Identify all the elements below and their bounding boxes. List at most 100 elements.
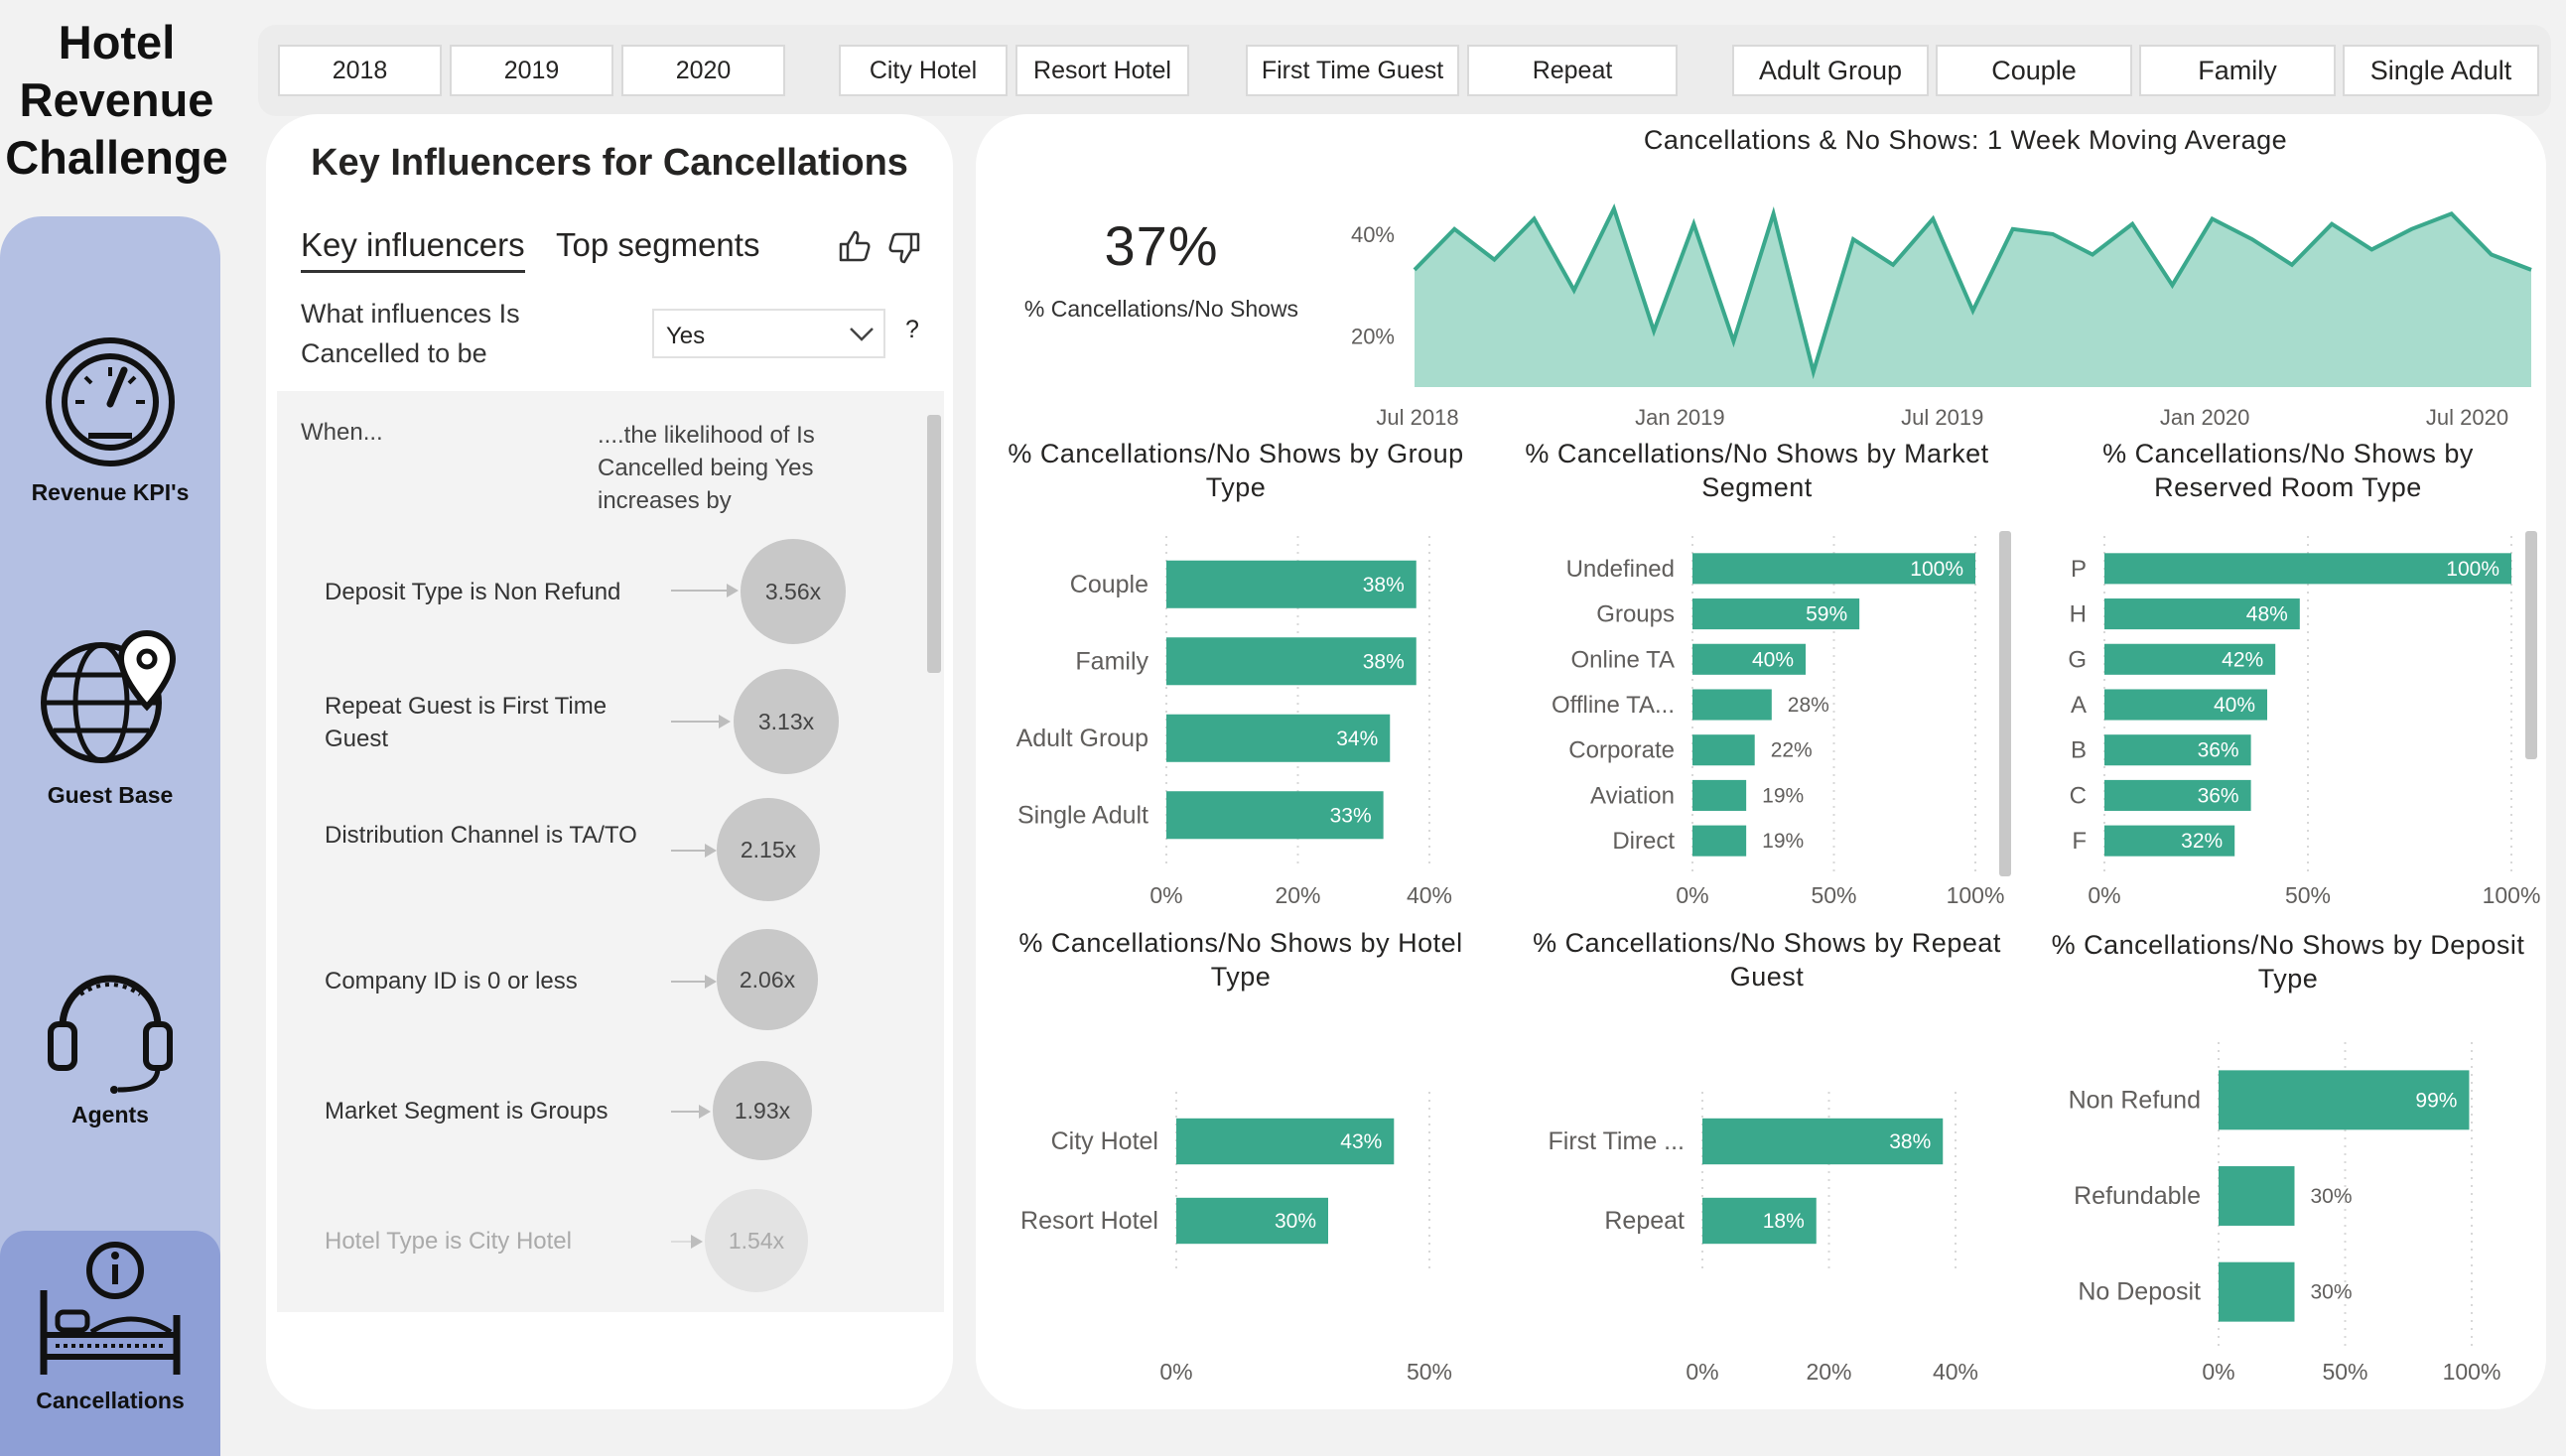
category-label: Undefined [1566,556,1675,583]
slicer-single-adult[interactable]: Single Adult [2343,45,2539,96]
headset-icon [48,975,173,1094]
data-label: 32% [2181,830,2223,853]
bar[interactable] [1692,553,1975,585]
influencer-row-text[interactable]: Company ID is 0 or less [325,968,578,994]
thumbs-up-icon[interactable] [837,228,873,264]
influencer-bubble[interactable]: 3.56x [741,539,846,644]
dropdown-selected-value: Yes [666,323,706,349]
bar[interactable] [1692,779,1747,811]
nav-label-guests: Guest Base [47,782,174,808]
data-label: 59% [1806,603,1847,626]
influencer-row-text[interactable]: Hotel Type is City Hotel [325,1228,572,1255]
influencer-row-text[interactable]: Market Segment is Groups [325,1098,608,1125]
x-tick-label: 0% [2088,882,2120,908]
market-segment-chart: 0% 50% 100% Undefined 100% Groups 59% Online TA… [1552,536,2005,908]
nav-item-revenue-kpis[interactable]: Revenue KPI's [0,332,220,506]
bar[interactable] [2104,553,2511,585]
nav-item-guest-base[interactable]: Guest Base [0,625,220,809]
influencer-bubble[interactable]: 3.13x [734,669,839,774]
bar[interactable] [2219,1166,2295,1226]
category-label: Refundable [2074,1182,2201,1210]
nav-item-agents[interactable]: Agents [0,955,220,1128]
x-tick-label: 100% [1947,882,2005,908]
bar[interactable] [2104,734,2251,766]
data-label: 40% [1752,648,1794,671]
influencer-row-text[interactable]: Repeat Guest is First Time Guest [325,693,608,752]
bar[interactable] [2104,598,2300,630]
influencer-bubble[interactable]: 1.54x [705,1189,808,1292]
chart-title-room-type: % Cancellations/No Shows by Reserved Roo… [2102,439,2474,502]
slicer-first-time-guest[interactable]: First Time Guest [1246,45,1459,96]
slicer-couple[interactable]: Couple [1936,45,2132,96]
x-tick-label: 0% [1686,1359,1718,1385]
bar[interactable] [1692,689,1772,721]
slicer-family[interactable]: Family [2139,45,2336,96]
slicer-year-2020[interactable]: 2020 [621,45,785,96]
data-label: 33% [1330,804,1372,827]
data-label: 36% [2198,784,2239,807]
chart-title-moving-average: Cancellations & No Shows: 1 Week Moving … [1643,125,2288,155]
slicer-city-hotel[interactable]: City Hotel [839,45,1008,96]
bar[interactable] [2104,779,2251,811]
bar[interactable] [1692,825,1747,857]
bar[interactable] [1692,734,1755,766]
data-label: 34% [1336,728,1378,750]
x-tick-label: 50% [2322,1359,2367,1385]
bar[interactable] [1166,714,1391,762]
slicer-resort-hotel[interactable]: Resort Hotel [1015,45,1189,96]
bar[interactable] [2219,1070,2470,1130]
bar[interactable] [1166,637,1417,686]
series-line [1413,202,2532,380]
slicer-year-2018[interactable]: 2018 [278,45,442,96]
data-label: 42% [2222,648,2263,671]
chart-title-market-segment: % Cancellations/No Shows by Market Segme… [1525,439,1989,502]
help-icon[interactable]: ? [905,316,919,343]
tab-key-influencers[interactable]: Key influencers [301,226,525,273]
influencer-row-text[interactable]: Deposit Type is Non Refund [325,579,621,605]
repeat-guest-chart: 0% 20% 40% First Time ... 38% Repeat 18% [1549,1092,1978,1385]
market-chart-scrollbar[interactable] [1999,531,2011,876]
bar[interactable] [1166,560,1417,608]
bar[interactable] [2104,825,2235,857]
influencer-bubble[interactable]: 2.15x [717,798,820,901]
x-tick-label: Jul 2019 [1901,405,1983,427]
bar[interactable] [1692,598,1860,630]
influencer-bubble[interactable]: 2.06x [717,929,818,1030]
group-type-chart: 0% 20% 40% Couple 38% Family 38% Adult Group 34%… [1016,536,1452,908]
x-tick-label: 0% [1149,882,1182,908]
bar[interactable] [2219,1261,2295,1322]
app-title-line: Revenue [19,73,214,126]
kpi-value: 37% [1104,214,1219,277]
bar[interactable] [2104,643,2276,675]
category-label: Aviation [1590,782,1675,809]
data-label: 99% [2415,1089,2457,1112]
bar[interactable] [1692,643,1806,675]
category-label: B [2071,737,2087,764]
x-tick-label: 50% [1811,882,1856,908]
chart-title-repeat-guest: % Cancellations/No Shows by Repeat Guest [1533,928,2001,992]
data-label: 30% [2311,1185,2353,1208]
x-tick-label: 100% [2483,882,2541,908]
data-label: 18% [1763,1210,1805,1233]
bar[interactable] [2104,689,2267,721]
slicer-adult-group[interactable]: Adult Group [1732,45,1929,96]
influencer-question: What influences Is Cancelled to be [301,294,520,373]
nav-item-cancellations[interactable]: Cancellations [0,1241,220,1414]
tab-top-segments[interactable]: Top segments [556,226,760,263]
bar[interactable] [1176,1118,1395,1165]
slicer-repeat[interactable]: Repeat [1467,45,1678,96]
bar[interactable] [1166,791,1384,840]
slicer-year-2019[interactable]: 2019 [450,45,613,96]
influencer-row-text[interactable]: Distribution Channel is TA/TO [325,822,637,849]
room-chart-scrollbar[interactable] [2525,531,2537,759]
bed-info-icon [40,1242,181,1375]
influencer-bubble[interactable]: 1.93x [713,1061,812,1160]
thumbs-down-icon[interactable] [886,230,922,266]
influencers-scrollbar[interactable] [927,415,941,673]
bar[interactable] [1702,1197,1817,1245]
influencer-value-dropdown[interactable]: Yes [652,309,885,358]
chart-title-hotel-type: % Cancellations/No Shows by Hotel Type [1018,928,1463,992]
bar[interactable] [1702,1118,1944,1165]
bar[interactable] [1176,1197,1328,1245]
category-label: C [2070,782,2087,809]
